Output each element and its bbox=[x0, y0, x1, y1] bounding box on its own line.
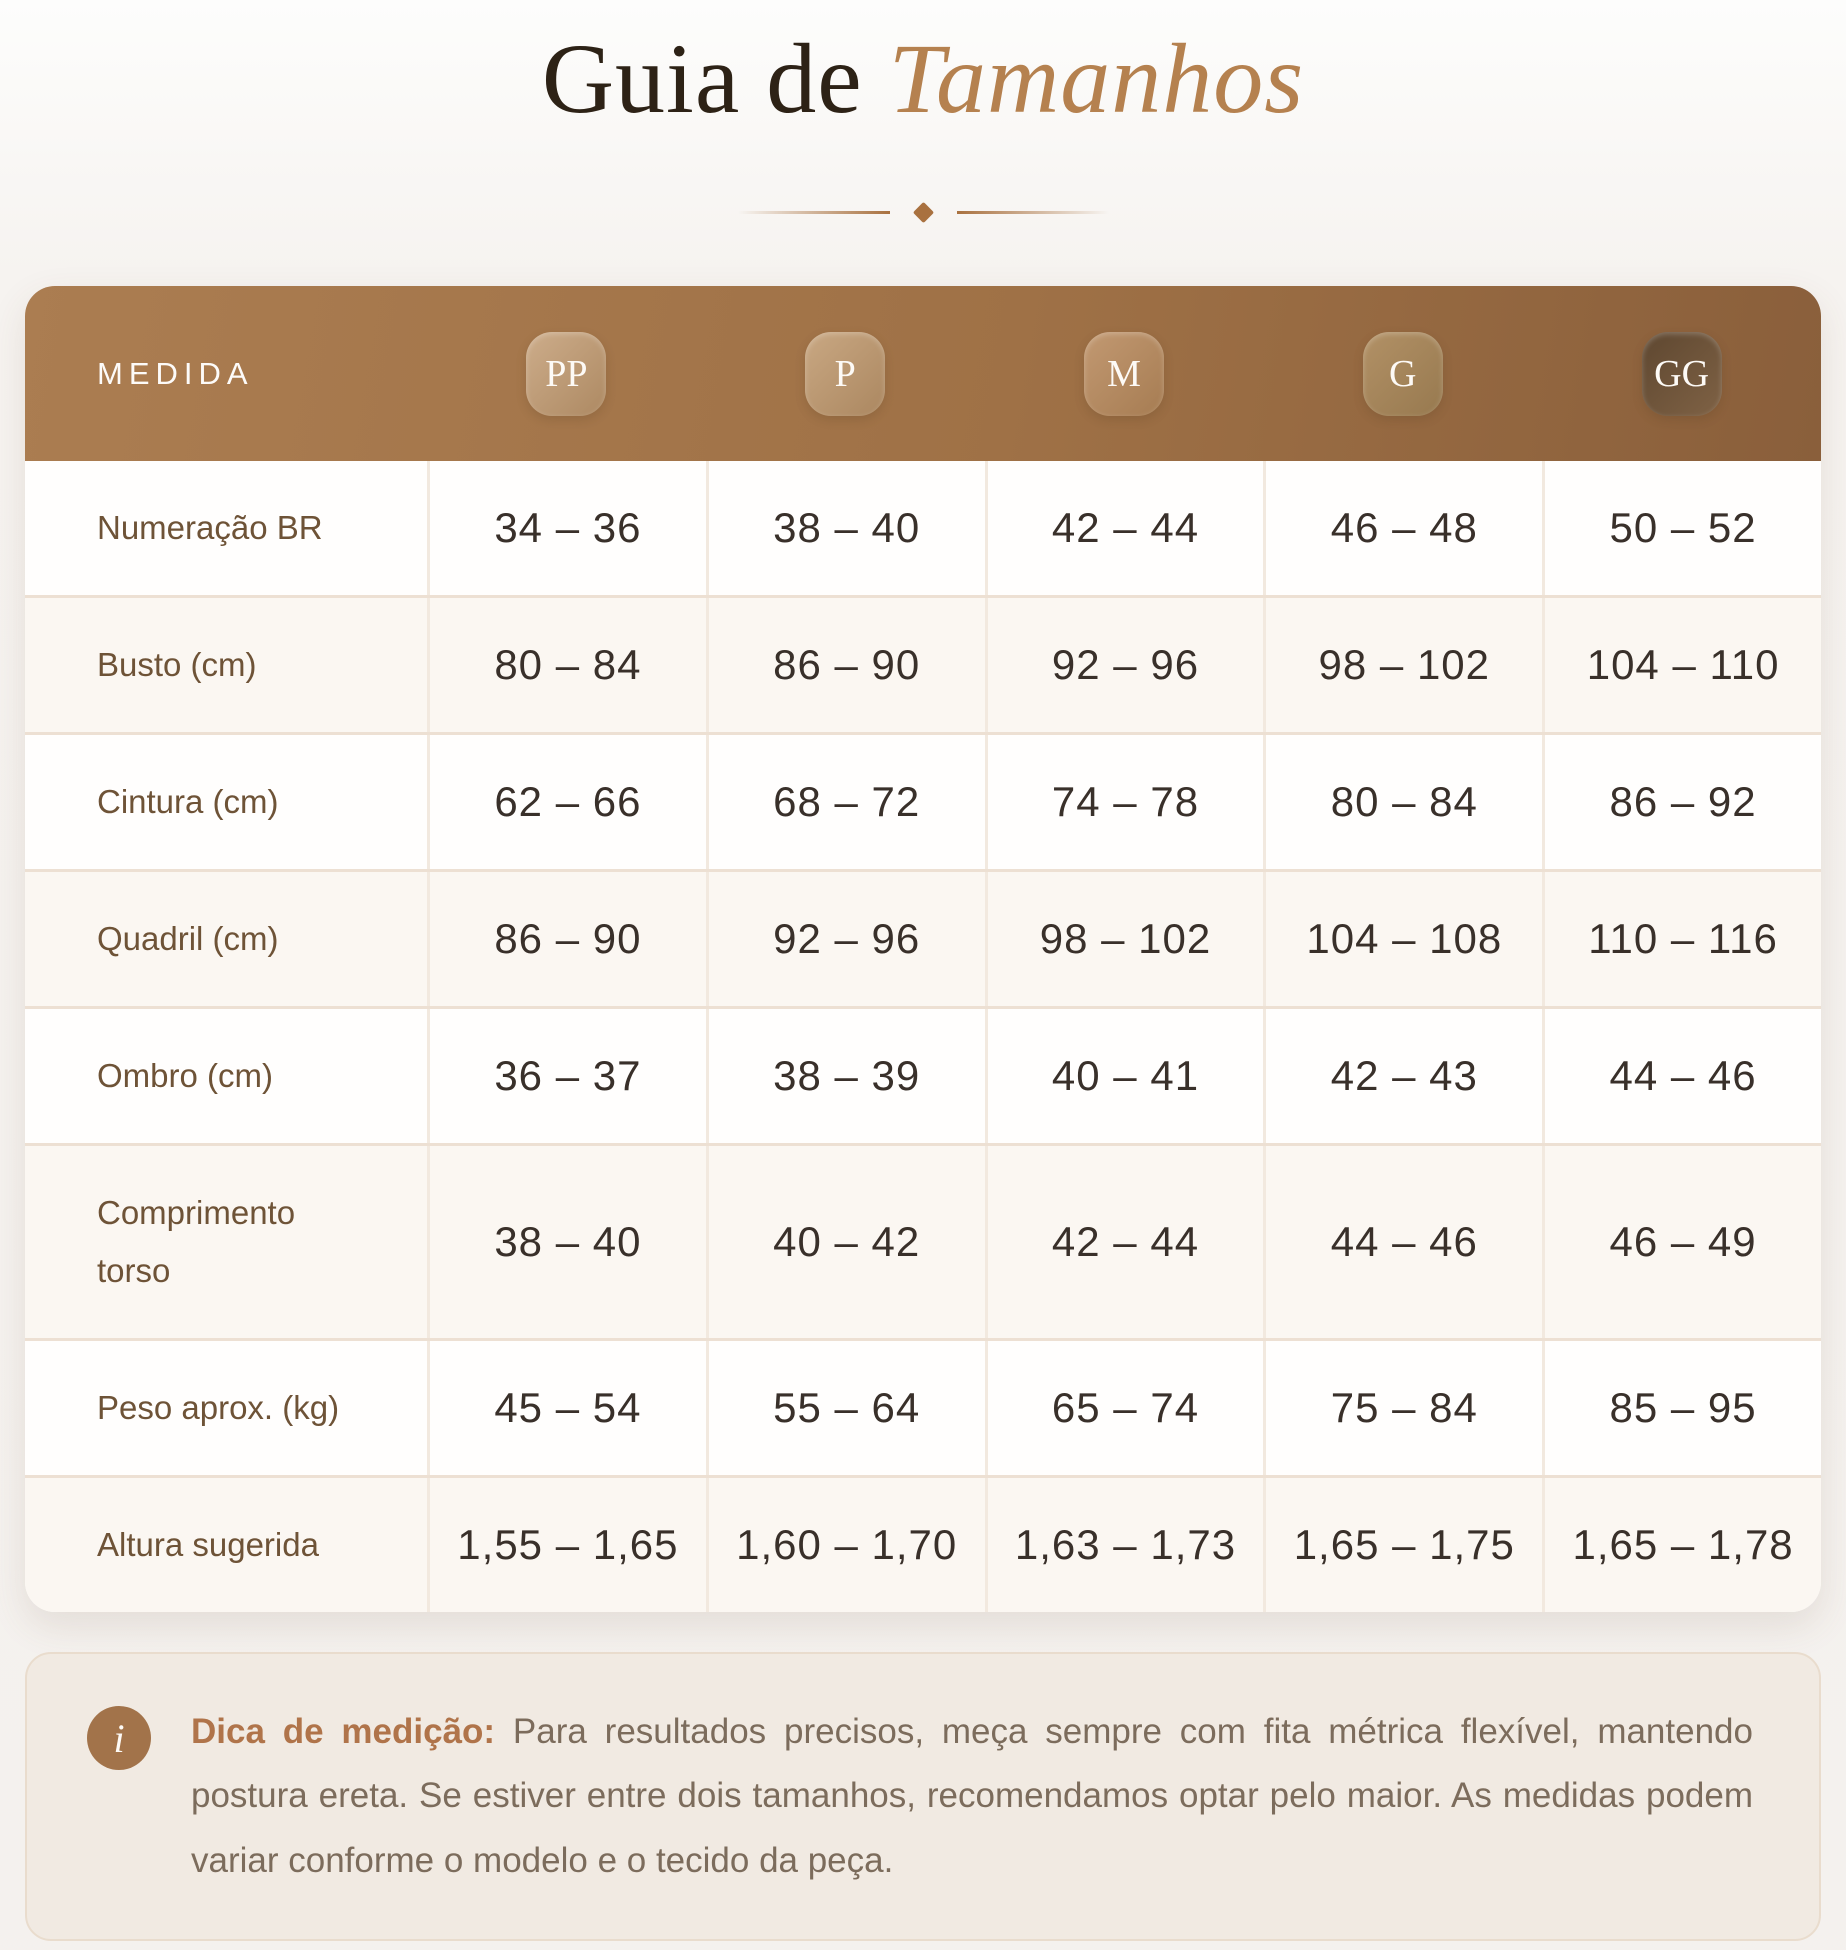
table-row-ombro: Ombro (cm) 36 – 37 38 – 39 40 – 41 42 – … bbox=[25, 1006, 1821, 1143]
size-value: 40 – 41 bbox=[984, 1009, 1264, 1143]
size-value: 38 – 40 bbox=[427, 1146, 706, 1338]
row-label: Busto (cm) bbox=[25, 598, 427, 732]
size-column-gg: GG bbox=[1542, 286, 1821, 461]
table-row-cintura: Cintura (cm) 62 – 66 68 – 72 74 – 78 80 … bbox=[25, 732, 1821, 869]
size-value: 110 – 116 bbox=[1542, 872, 1821, 1006]
size-column-p: P bbox=[706, 286, 985, 461]
size-value: 45 – 54 bbox=[427, 1341, 706, 1475]
row-label: Peso aprox. (kg) bbox=[25, 1341, 427, 1475]
size-value: 98 – 102 bbox=[984, 872, 1264, 1006]
size-value: 1,65 – 1,75 bbox=[1263, 1478, 1542, 1612]
size-badge-m: M bbox=[1083, 331, 1164, 416]
size-value: 42 – 44 bbox=[984, 461, 1264, 595]
row-label-text: Comprimento torso bbox=[97, 1194, 296, 1289]
row-label: Comprimento torso bbox=[25, 1146, 427, 1338]
size-badge-g: G bbox=[1362, 331, 1443, 416]
tip-text: Dica de medição: Para resultados preciso… bbox=[191, 1700, 1753, 1893]
page-title: Guia de Tamanhos bbox=[25, 0, 1821, 144]
row-label-text: Ombro (cm) bbox=[97, 1057, 273, 1095]
row-label-text: Peso aprox. (kg) bbox=[97, 1389, 340, 1427]
table-row-peso: Peso aprox. (kg) 45 – 54 55 – 64 65 – 74… bbox=[25, 1338, 1821, 1475]
size-value: 50 – 52 bbox=[1542, 461, 1821, 595]
size-value: 44 – 46 bbox=[1542, 1009, 1821, 1143]
size-value: 86 – 90 bbox=[705, 598, 985, 732]
ornamental-divider bbox=[25, 201, 1821, 223]
size-value: 104 – 110 bbox=[1542, 598, 1821, 732]
row-label: Ombro (cm) bbox=[25, 1009, 427, 1143]
size-value: 46 – 48 bbox=[1263, 461, 1542, 595]
size-value: 44 – 46 bbox=[1263, 1146, 1542, 1338]
size-column-m: M bbox=[985, 286, 1264, 461]
page-title-regular: Guia de bbox=[541, 23, 863, 134]
size-column-g: G bbox=[1263, 286, 1542, 461]
size-value: 36 – 37 bbox=[427, 1009, 706, 1143]
size-value: 1,63 – 1,73 bbox=[984, 1478, 1264, 1612]
size-value: 80 – 84 bbox=[1263, 735, 1542, 869]
divider-line-left bbox=[737, 210, 890, 214]
table-row-comprimento-torso: Comprimento torso 38 – 40 40 – 42 42 – 4… bbox=[25, 1143, 1821, 1338]
size-value: 74 – 78 bbox=[984, 735, 1264, 869]
row-label: Quadril (cm) bbox=[25, 872, 427, 1006]
size-value: 42 – 44 bbox=[984, 1146, 1264, 1338]
table-row-numeracao: Numeração BR 34 – 36 38 – 40 42 – 44 46 … bbox=[25, 461, 1821, 595]
size-value: 98 – 102 bbox=[1263, 598, 1542, 732]
size-value: 40 – 42 bbox=[705, 1146, 985, 1338]
row-label-text: Cintura (cm) bbox=[97, 783, 279, 821]
tip-body: Para resultados precisos, meça sempre co… bbox=[191, 1712, 1753, 1880]
size-badge-pp: PP bbox=[526, 331, 607, 416]
size-value: 38 – 39 bbox=[705, 1009, 985, 1143]
row-label: Numeração BR bbox=[25, 461, 427, 595]
size-value: 104 – 108 bbox=[1263, 872, 1542, 1006]
size-badge-p: P bbox=[805, 331, 886, 416]
table-row-busto: Busto (cm) 80 – 84 86 – 90 92 – 96 98 – … bbox=[25, 595, 1821, 732]
size-value: 85 – 95 bbox=[1542, 1341, 1821, 1475]
row-label-text: Altura sugerida bbox=[97, 1526, 319, 1564]
size-value: 46 – 49 bbox=[1542, 1146, 1821, 1338]
size-value: 1,60 – 1,70 bbox=[705, 1478, 985, 1612]
size-value: 62 – 66 bbox=[427, 735, 706, 869]
size-value: 75 – 84 bbox=[1263, 1341, 1542, 1475]
table-row-quadril: Quadril (cm) 86 – 90 92 – 96 98 – 102 10… bbox=[25, 869, 1821, 1006]
size-value: 42 – 43 bbox=[1263, 1009, 1542, 1143]
size-value: 68 – 72 bbox=[705, 735, 985, 869]
measure-column-header: MEDIDA bbox=[97, 355, 254, 391]
row-label: Cintura (cm) bbox=[25, 735, 427, 869]
size-value: 55 – 64 bbox=[705, 1341, 985, 1475]
tip-title: Dica de medição: bbox=[191, 1712, 496, 1751]
measurement-tip-box: i Dica de medição: Para resultados preci… bbox=[25, 1652, 1821, 1942]
size-value: 38 – 40 bbox=[705, 461, 985, 595]
row-label-text: Busto (cm) bbox=[97, 646, 257, 684]
size-value: 65 – 74 bbox=[984, 1341, 1264, 1475]
table-header-row: MEDIDA PP P M G GG bbox=[25, 286, 1821, 461]
row-label-text: Quadril (cm) bbox=[97, 920, 279, 958]
size-value: 34 – 36 bbox=[427, 461, 706, 595]
size-value: 1,65 – 1,78 bbox=[1542, 1478, 1821, 1612]
size-value: 1,55 – 1,65 bbox=[427, 1478, 706, 1612]
info-icon: i bbox=[87, 1706, 151, 1770]
size-column-pp: PP bbox=[427, 286, 706, 461]
size-value: 86 – 90 bbox=[427, 872, 706, 1006]
divider-line-right bbox=[956, 210, 1109, 214]
page-title-accent: Tamanhos bbox=[888, 23, 1305, 134]
size-value: 80 – 84 bbox=[427, 598, 706, 732]
size-value: 92 – 96 bbox=[705, 872, 985, 1006]
diamond-icon bbox=[912, 201, 934, 223]
size-value: 86 – 92 bbox=[1542, 735, 1821, 869]
size-table: MEDIDA PP P M G GG Numeração BR 34 – 36 … bbox=[25, 286, 1821, 1612]
table-row-altura: Altura sugerida 1,55 – 1,65 1,60 – 1,70 … bbox=[25, 1475, 1821, 1612]
size-value: 92 – 96 bbox=[984, 598, 1264, 732]
row-label-text: Numeração BR bbox=[97, 509, 323, 547]
size-badge-gg: GG bbox=[1641, 331, 1722, 416]
row-label: Altura sugerida bbox=[25, 1478, 427, 1612]
